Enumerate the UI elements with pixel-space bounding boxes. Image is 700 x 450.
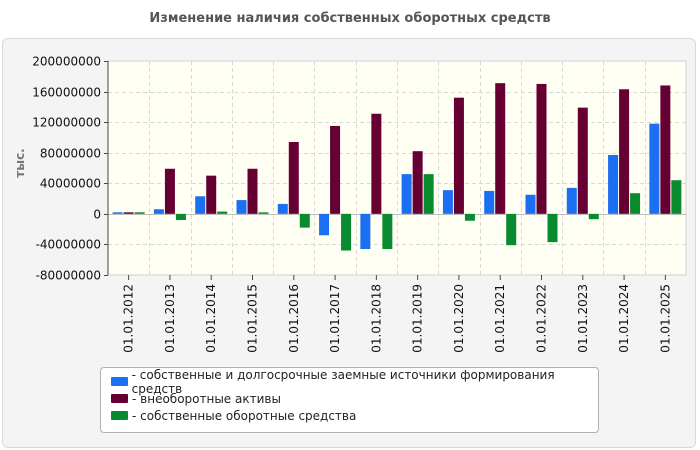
bar-noncurrent-assets [288, 142, 299, 214]
bar-noncurrent-assets [453, 97, 464, 214]
bar-sources [360, 213, 371, 250]
chart-legend: - собственные и долгосрочные заемные ист… [100, 367, 599, 433]
bar-noncurrent-assets [247, 168, 258, 214]
legend-swatch-noncurrent-assets [111, 394, 128, 403]
bar-sources [277, 203, 288, 214]
bar-working-capital [506, 213, 517, 246]
bar-working-capital [217, 211, 228, 214]
bar-noncurrent-assets [577, 107, 588, 214]
y-tick-label: 200000000 [32, 55, 101, 69]
y-tick-label: -40000000 [36, 238, 101, 252]
x-tick-label: 01.01.2025 [658, 284, 672, 353]
legend-swatch-working-capital [111, 411, 128, 420]
bar-sources [112, 212, 123, 214]
bar-sources [153, 209, 164, 214]
legend-label-working-capital: - собственные оборотные средства [132, 408, 357, 423]
bar-sources [401, 174, 412, 214]
legend-item-working-capital: - собственные оборотные средства [111, 407, 598, 424]
legend-item-noncurrent-assets: - внеоборотные активы [111, 390, 598, 407]
x-tick-label: 01.01.2021 [493, 284, 507, 353]
x-tick-label: 01.01.2019 [411, 284, 425, 353]
y-ticks: 200000000 160000000 120000000 80000000 40000… [32, 55, 108, 283]
x-tick-label: 01.01.2018 [369, 284, 383, 353]
y-tick-label: 0 [93, 208, 101, 222]
legend-label-noncurrent-assets: - внеоборотные активы [132, 391, 281, 406]
bar-working-capital [630, 193, 641, 214]
bar-noncurrent-assets [412, 151, 423, 214]
y-tick-label: 80000000 [40, 147, 101, 161]
chart-title: Изменение наличия собственных оборотных … [149, 11, 551, 26]
bar-sources [195, 196, 206, 214]
bar-sources [566, 187, 577, 214]
bar-sources [442, 190, 453, 214]
x-tick-label: 01.01.2015 [246, 284, 260, 353]
bar-sources [236, 200, 247, 214]
y-tick-label: 160000000 [32, 86, 101, 100]
bar-noncurrent-assets [660, 85, 671, 214]
bar-noncurrent-assets [495, 83, 506, 214]
bar-working-capital [671, 180, 682, 214]
x-tick-label: 01.01.2012 [122, 284, 136, 353]
bar-noncurrent-assets [123, 212, 134, 214]
x-tick-label: 01.01.2013 [163, 284, 177, 353]
x-tick-label: 01.01.2022 [535, 284, 549, 353]
x-ticks: 01.01.2012 01.01.2013 01.01.2014 01.01.2015… [122, 275, 672, 353]
bar-sources [608, 155, 619, 214]
bar-sources [649, 123, 660, 214]
bar-noncurrent-assets [330, 125, 341, 214]
bar-working-capital [382, 213, 393, 250]
legend-swatch-sources [111, 377, 128, 386]
bars [112, 83, 682, 251]
x-tick-label: 01.01.2014 [204, 284, 218, 353]
bar-working-capital [588, 213, 599, 220]
bar-working-capital [547, 213, 558, 243]
y-tick-label: -80000000 [36, 269, 101, 283]
bar-noncurrent-assets [206, 175, 217, 214]
bar-noncurrent-assets [619, 89, 630, 214]
bar-working-capital [299, 213, 310, 228]
legend-label-sources: - собственные и долгосрочные заемные ист… [131, 367, 555, 396]
x-tick-label: 01.01.2023 [576, 284, 590, 353]
bar-sources [319, 213, 330, 236]
bar-noncurrent-assets [536, 83, 547, 214]
y-tick-label: 120000000 [32, 116, 101, 130]
bar-working-capital [341, 213, 352, 251]
bar-noncurrent-assets [164, 168, 175, 214]
bar-working-capital [464, 213, 475, 221]
bar-working-capital [423, 174, 434, 214]
legend-item-sources: - собственные и долгосрочные заемные ист… [111, 368, 598, 396]
x-tick-label: 01.01.2024 [617, 284, 631, 353]
y-axis-label: тыс. [13, 148, 27, 177]
bar-working-capital [175, 213, 186, 220]
bar-noncurrent-assets [371, 113, 382, 214]
y-tick-label: 40000000 [40, 177, 101, 191]
x-tick-label: 01.01.2020 [452, 284, 466, 353]
bar-working-capital [134, 212, 145, 214]
bar-working-capital [258, 212, 269, 214]
bar-sources [525, 194, 536, 214]
x-tick-label: 01.01.2017 [328, 284, 342, 353]
x-tick-label: 01.01.2016 [287, 284, 301, 353]
bar-sources [484, 190, 495, 214]
